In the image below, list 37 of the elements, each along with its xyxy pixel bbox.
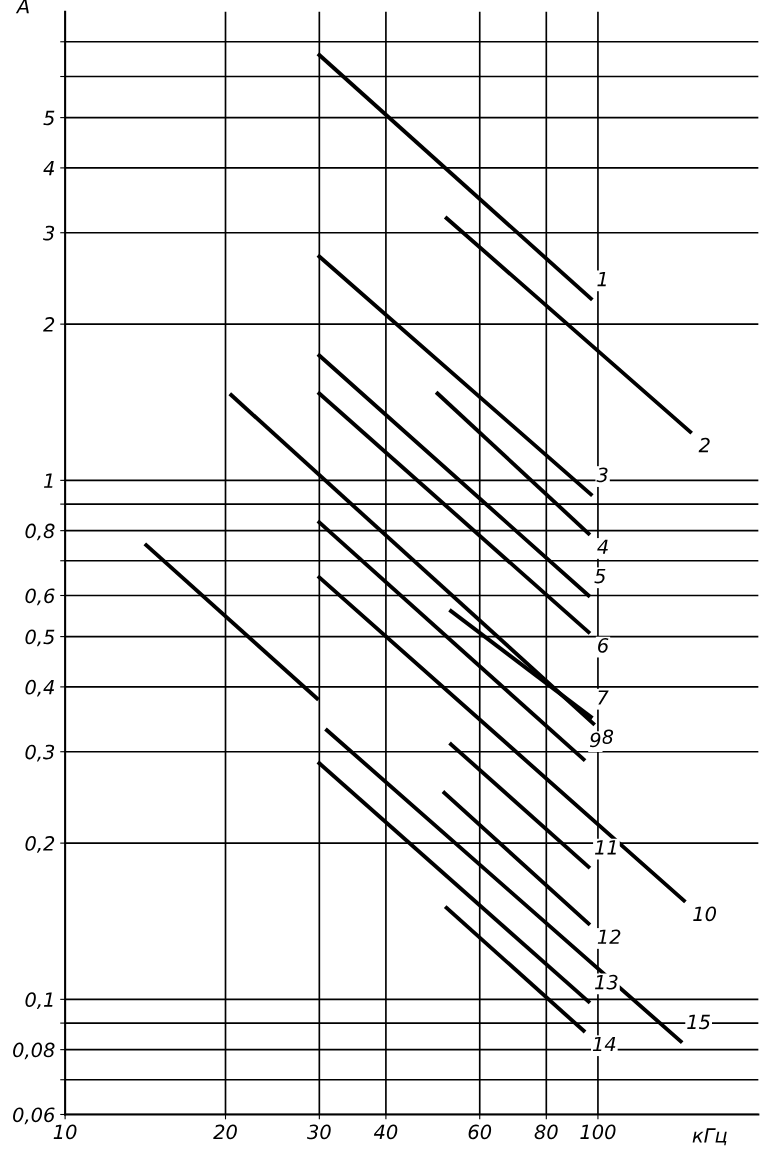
y-tick-label: 0,1 (25, 992, 53, 1009)
series-label: 2 (698, 437, 710, 453)
x-tick-label: 40 (373, 1124, 398, 1140)
series-label: 7 (598, 690, 609, 705)
y-tick-label: 0,4 (25, 679, 54, 697)
series-label: 8 (602, 729, 614, 745)
series-label: 12 (597, 929, 621, 944)
series-label: 5 (594, 568, 606, 584)
series-label: 3 (596, 467, 608, 483)
y-tick-label: 0,6 (25, 588, 55, 606)
y-tick-label: 0,06 (13, 1107, 55, 1125)
y-tick-label: 0,08 (13, 1042, 55, 1060)
series-label: 6 (598, 638, 609, 653)
y-tick-label: 0,2 (25, 836, 55, 853)
y-tick-label: 3 (43, 225, 55, 241)
series-label: 13 (595, 974, 618, 990)
x-tick-label: 60 (468, 1124, 492, 1140)
series-label: 14 (592, 1036, 616, 1052)
y-tick-label: 4 (43, 161, 54, 176)
y-tick-label: 2 (43, 317, 55, 332)
y-tick-label: 0,5 (25, 629, 55, 647)
x-axis-title: кГц (692, 1128, 727, 1146)
x-tick-label: 30 (307, 1124, 331, 1140)
series-label: 11 (595, 840, 616, 855)
x-tick-label: 10 (53, 1124, 77, 1140)
series-label: 4 (597, 539, 608, 554)
y-tick-label: 1 (43, 473, 53, 488)
y-tick-label: 5 (43, 110, 55, 126)
y-tick-label: 0,3 (25, 744, 55, 762)
y-tick-label: 0,8 (25, 523, 55, 541)
series-label: 15 (687, 1014, 710, 1030)
series-label: 9 (590, 732, 601, 748)
x-tick-label: 80 (534, 1124, 558, 1140)
series-label: 10 (693, 906, 717, 922)
series-label: 1 (597, 272, 606, 287)
x-tick-label: 100 (580, 1124, 616, 1140)
x-tick-label: 20 (213, 1124, 237, 1140)
